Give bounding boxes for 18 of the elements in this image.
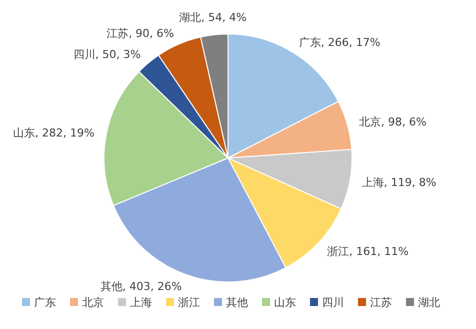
legend-label: 其他 [226,296,248,309]
data-label: 上海, 119, 8% [362,176,436,189]
data-label: 其他, 403, 26% [100,280,182,293]
legend-label: 浙江 [178,296,200,309]
legend-label: 四川 [322,296,344,309]
data-label: 广东, 266, 17% [298,36,380,49]
legend-label: 北京 [82,296,104,309]
data-label: 湖北, 54, 4% [179,10,247,24]
legend-label: 湖北 [418,296,440,309]
legend-label: 上海 [130,296,152,309]
data-label: 江苏, 90, 6% [106,27,174,40]
legend-label: 广东 [34,296,56,309]
data-label: 四川, 50, 3% [73,48,141,61]
legend-label: 山东 [274,296,296,309]
data-label: 北京, 98, 6% [359,116,426,129]
data-label: 山东, 282, 19% [12,126,94,140]
legend-label: 江苏 [370,296,392,309]
data-label: 浙江, 161, 11% [327,245,409,258]
